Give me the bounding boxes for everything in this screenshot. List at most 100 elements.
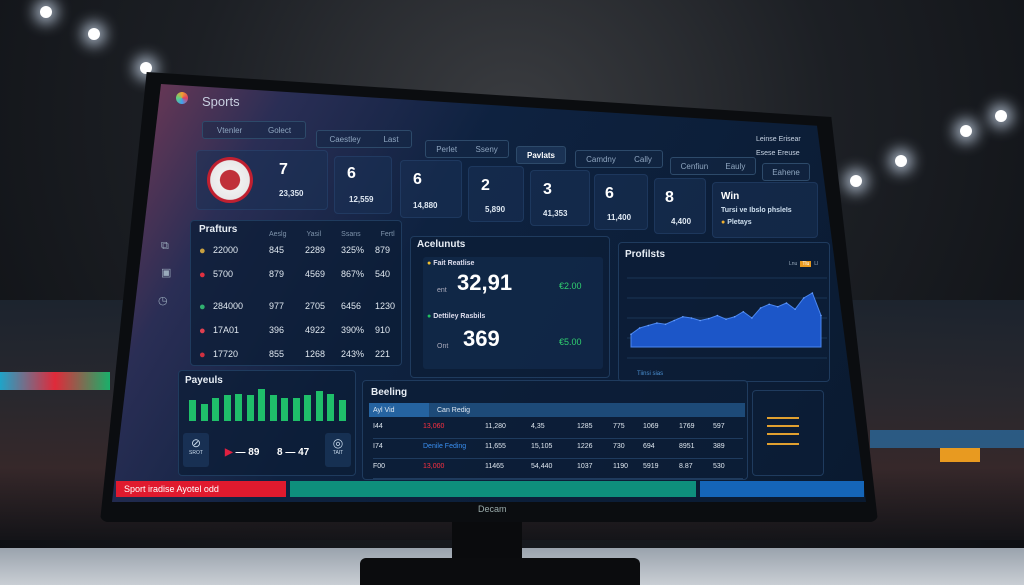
- payout-bar: [258, 389, 265, 421]
- fixture-cell: 5700: [213, 269, 234, 279]
- payout-bar: [327, 393, 334, 421]
- tab-label: Last: [383, 134, 399, 144]
- menu-item[interactable]: Ereuse: [777, 150, 800, 157]
- profits-legend[interactable]: Lnu Tlu Ll: [789, 261, 818, 267]
- ticker-bar[interactable]: Sport iradise Ayotel odd: [116, 481, 286, 497]
- profits-area-chart: [627, 277, 827, 359]
- win-title: Win: [721, 191, 740, 202]
- progress-line: [767, 417, 799, 419]
- booking-cell: 1226: [577, 443, 593, 450]
- menu-item[interactable]: Leinse: [756, 136, 777, 143]
- booking-cell: 5919: [643, 463, 659, 470]
- menu-item[interactable]: Esese: [756, 150, 776, 157]
- profits-panel: Profilsts Lnu Tlu Ll Tiinsi sias: [618, 242, 830, 382]
- booking-cell: 1037: [577, 463, 593, 470]
- profit-point: [777, 305, 779, 308]
- fixture-row[interactable]: ● 22000 845 2289 325% 879: [199, 245, 405, 257]
- accounts-inner: ● Fait Reatlise ent 32,91 €2.00 ● Dettil…: [423, 257, 603, 369]
- fixture-row[interactable]: ● 5700 879 4569 867% 540: [199, 269, 405, 281]
- tab-label: Perlet: [436, 144, 458, 154]
- score-card-0[interactable]: 7 23,350: [196, 150, 328, 210]
- score-card-5[interactable]: 6 11,400: [594, 174, 648, 230]
- booking-row[interactable]: I74 Denile Feding 11,655 15,105 1226 730 694 89…: [373, 443, 743, 459]
- payout-bar: [200, 404, 208, 421]
- corner-menu[interactable]: Leinse Erisear Esese Ereuse: [756, 133, 801, 161]
- app-title: Sports: [202, 94, 240, 109]
- fixture-row[interactable]: ● 17A01 396 4922 390% 910: [199, 325, 405, 337]
- payout-bar: [304, 395, 311, 421]
- fixture-cell: 879: [269, 269, 285, 279]
- fixture-cell: 540: [375, 269, 391, 279]
- payout-bar: [246, 395, 254, 421]
- fixture-cell: 396: [269, 325, 285, 335]
- led-board: [870, 430, 1024, 448]
- booking-cell: 8951: [679, 443, 695, 450]
- profit-point: [759, 307, 762, 309]
- menu-item[interactable]: Erisear: [778, 136, 801, 143]
- score-card-1[interactable]: 6 12,559: [334, 156, 392, 214]
- play-icon: ▶: [225, 447, 233, 458]
- fixture-row[interactable]: ● 284000 977 2705 6456 1230: [199, 301, 405, 313]
- profit-point: [707, 317, 710, 320]
- legend-item[interactable]: Lnu: [789, 261, 798, 267]
- team-crest-icon: [207, 157, 253, 203]
- profit-point: [656, 322, 658, 324]
- fixture-cell: 977: [269, 301, 285, 311]
- progress-line: [767, 443, 799, 445]
- stadium-light: [995, 110, 1007, 122]
- fixture-row[interactable]: ● 17720 855 1268 243% 221: [199, 349, 405, 361]
- fixture-cell: 2705: [305, 301, 326, 311]
- booking-cell: 1190: [613, 463, 629, 470]
- fixture-cell: 17A01: [213, 325, 240, 335]
- booking-cell: 775: [613, 423, 625, 430]
- profits-footer: Tiinsi sias: [637, 371, 664, 377]
- badge-label: SROT: [189, 450, 203, 456]
- tab-label: Cenfiun: [680, 161, 709, 171]
- booking-cell: F00: [373, 463, 386, 470]
- left-badge[interactable]: ⊘ SROT: [183, 433, 209, 467]
- account-value: 32,91: [457, 270, 513, 295]
- payout-bar: [338, 400, 346, 421]
- badge-label: TAIT: [332, 450, 344, 456]
- score-value: 6: [605, 185, 614, 202]
- tab-2[interactable]: Perlet Sseny: [425, 140, 509, 158]
- column-header: Can Redig: [437, 406, 471, 414]
- booking-row[interactable]: I44 13,060 11,280 4,35 1285 775 1069 1769 597: [373, 423, 743, 439]
- tab-4[interactable]: Camdny Cally: [575, 150, 663, 168]
- calendar-icon[interactable]: ▣: [161, 267, 172, 279]
- tab-1[interactable]: Caestley Last: [316, 130, 412, 148]
- stadium-light: [850, 175, 862, 187]
- score-card-4[interactable]: 3 41,353: [530, 170, 590, 226]
- profit-point: [673, 319, 675, 322]
- score-card-6[interactable]: 8 4,400: [654, 178, 706, 234]
- legend-item-active[interactable]: Tlu: [800, 261, 812, 267]
- win-card[interactable]: Win Tursi ve Ibslo phsleIs ● Pletays: [712, 182, 818, 238]
- fixture-cell: 390%: [341, 325, 365, 335]
- booking-row[interactable]: F00 13,000 11465 54,440 1037 1190 5919 8.87 530: [373, 463, 743, 479]
- tab-6[interactable]: Eahene: [762, 163, 810, 181]
- tab-label: Camdny: [586, 154, 616, 164]
- fixture-cell: 6456: [341, 301, 362, 311]
- win-tag: Pletays: [727, 219, 752, 226]
- tab-5[interactable]: Cenfiun Eauly: [670, 157, 756, 175]
- fixtures-panel: Prafturs Aeslg Yasil Ssans Fertl ● 22000 845 2…: [190, 220, 402, 366]
- score-card-2[interactable]: 6 14,880: [400, 160, 462, 218]
- booking-cell: I74: [373, 443, 383, 450]
- tab-3-active[interactable]: Pavlats: [516, 146, 566, 164]
- booking-cell: 11,655: [485, 443, 506, 450]
- right-badge[interactable]: ◎ TAIT: [325, 433, 351, 467]
- score-value: 2: [481, 177, 490, 194]
- score-card-3[interactable]: 2 5,890: [468, 166, 524, 222]
- fixture-cell: 22000: [213, 245, 239, 255]
- legend-item[interactable]: Ll: [814, 261, 819, 267]
- clock-icon[interactable]: ◷: [158, 295, 168, 307]
- payouts-bar-chart: [189, 389, 349, 421]
- tab-label: Golect: [267, 125, 292, 135]
- profit-point: [630, 333, 632, 336]
- score-subvalue: 41,353: [543, 209, 568, 218]
- column-header: Yasil: [306, 231, 322, 238]
- notification-icon[interactable]: ⧉: [161, 240, 169, 252]
- booking-cell: 1069: [643, 423, 659, 430]
- tab-0[interactable]: Vtenler Golect: [202, 121, 306, 139]
- account-label: Fait Reatlise: [433, 260, 475, 267]
